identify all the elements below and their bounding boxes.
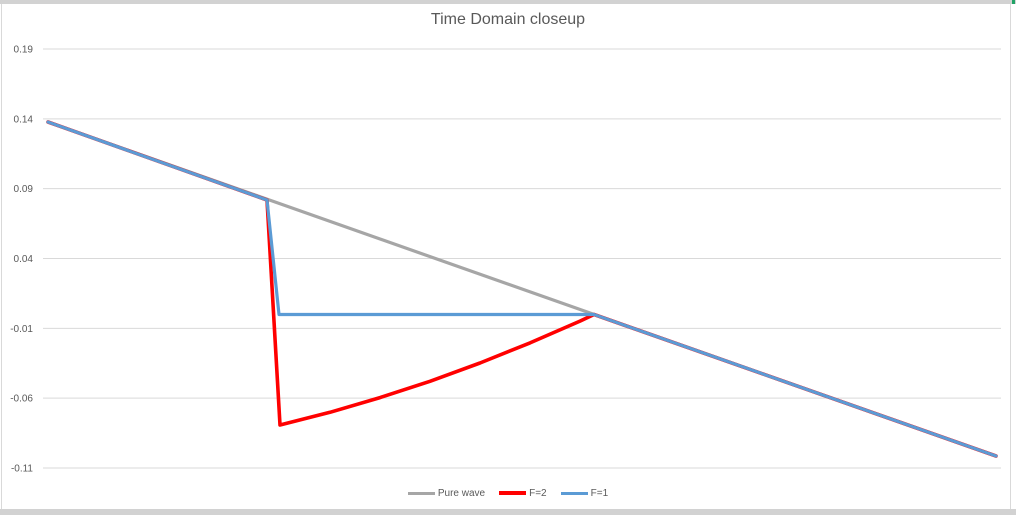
y-tick-label: 0.04 — [14, 254, 34, 265]
y-tick-label: 0.19 — [14, 45, 34, 56]
legend-swatch-f1 — [560, 491, 588, 495]
legend-item-f2[interactable]: F=2 — [499, 488, 547, 499]
legend: Pure wave F=2 F=1 — [0, 485, 1016, 501]
y-tick-label: 0.09 — [14, 184, 34, 195]
legend-swatch-f2 — [499, 491, 527, 495]
series-line-f-2[interactable] — [46, 120, 998, 458]
top-border — [0, 0, 1016, 4]
legend-label-f1: F=1 — [590, 487, 609, 499]
corner-accent-mark — [1012, 0, 1015, 4]
series-line-f-1[interactable] — [46, 120, 998, 458]
legend-item-pure-wave[interactable]: Pure wave — [407, 487, 486, 499]
y-tick-label: 0.14 — [14, 114, 34, 125]
y-tick-label: -0.01 — [10, 324, 33, 335]
right-border — [1010, 4, 1011, 509]
legend-label-f2: F=2 — [529, 487, 547, 499]
y-tick-label: -0.11 — [11, 463, 33, 474]
legend-label-pure-wave: Pure wave — [437, 487, 486, 499]
left-border — [1, 4, 2, 509]
y-tick-label: -0.06 — [10, 394, 33, 405]
legend-item-f1[interactable]: F=1 — [560, 487, 609, 499]
bottom-border — [0, 509, 1016, 515]
chart-title[interactable]: Time Domain closeup — [430, 11, 586, 28]
legend-swatch-pure-wave — [407, 491, 435, 495]
